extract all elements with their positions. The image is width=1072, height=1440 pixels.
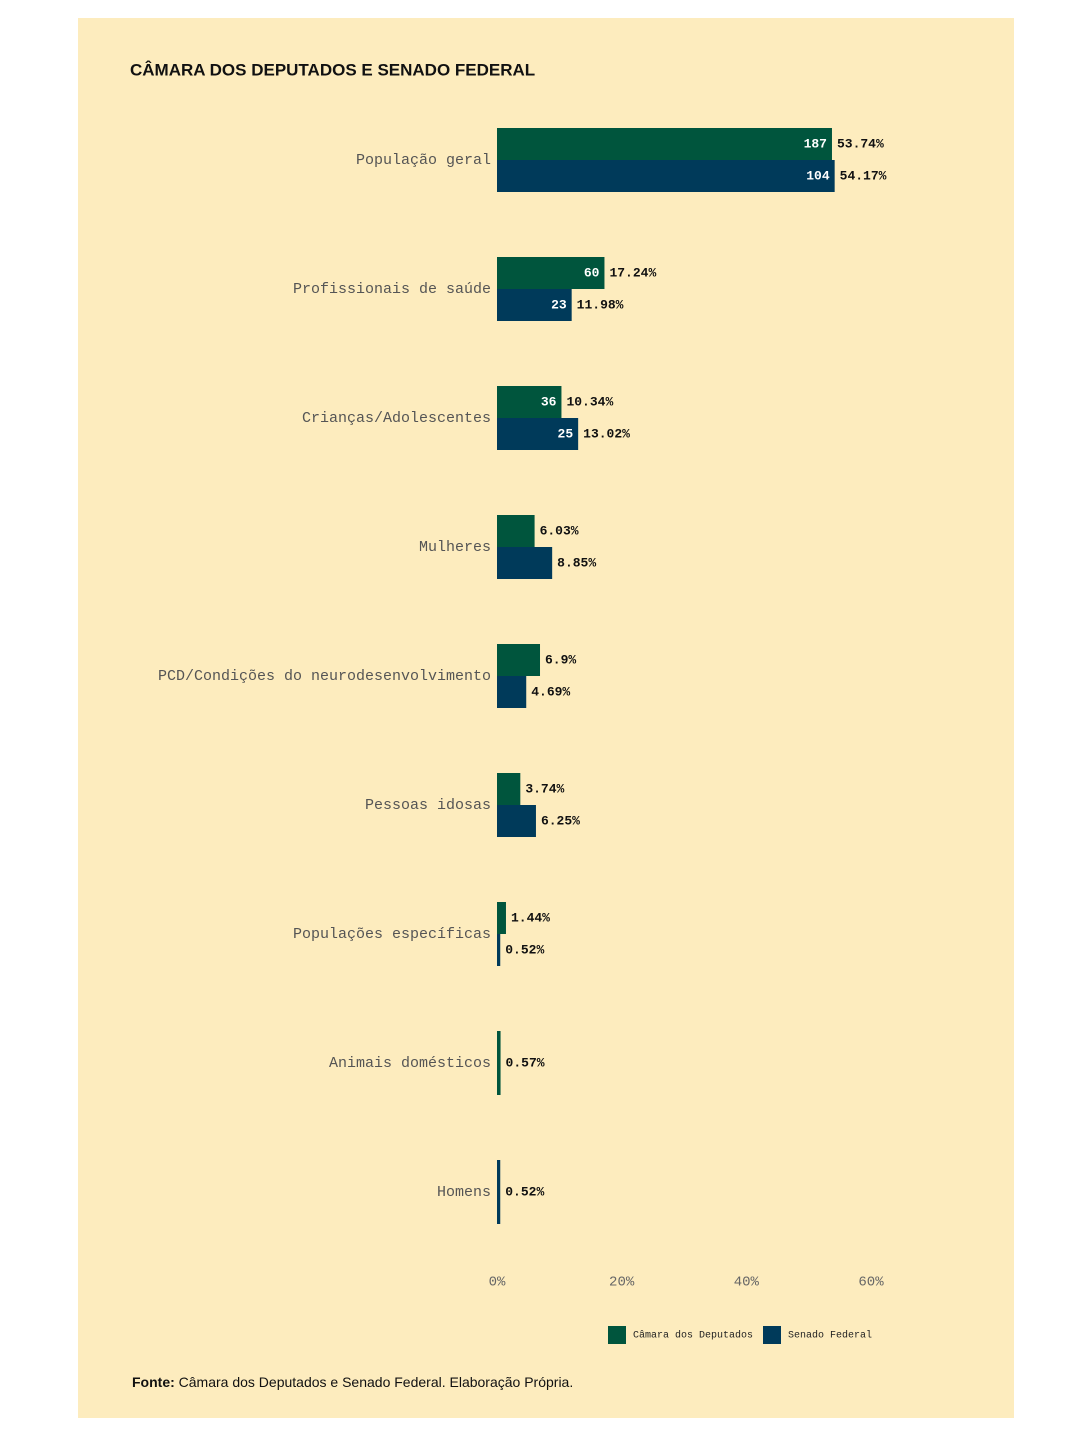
category-label: Homens xyxy=(437,1184,491,1201)
category-label: Populações específicas xyxy=(293,926,491,943)
value-label: 1.44% xyxy=(511,910,550,925)
bar xyxy=(497,805,536,837)
bar xyxy=(497,289,572,321)
bar xyxy=(497,1160,501,1224)
value-label: 10.34% xyxy=(566,394,613,409)
source-text: Câmara dos Deputados e Senado Federal. E… xyxy=(179,1374,574,1390)
bar xyxy=(497,1031,501,1095)
bar xyxy=(497,644,541,676)
x-tick-label: 0% xyxy=(489,1275,506,1291)
chart-title: CÂMARA DOS DEPUTADOS E SENADO FEDERAL xyxy=(130,60,535,79)
bar xyxy=(497,547,553,579)
bar xyxy=(497,160,835,192)
value-label: 0.52% xyxy=(505,1184,544,1199)
category-label: Mulheres xyxy=(419,539,491,556)
legend-swatch xyxy=(763,1326,781,1344)
value-label: 54.17% xyxy=(840,168,887,183)
bar xyxy=(497,934,501,966)
x-tick-label: 40% xyxy=(734,1275,760,1291)
value-label: 6.25% xyxy=(541,813,580,828)
value-label: 4.69% xyxy=(531,684,570,699)
source-label: Fonte: xyxy=(132,1374,175,1390)
x-tick-label: 60% xyxy=(858,1275,884,1291)
source: Fonte: Câmara dos Deputados e Senado Fed… xyxy=(132,1374,573,1390)
x-tick-label: 20% xyxy=(609,1275,635,1291)
count-label: 104 xyxy=(806,168,830,183)
count-label: 60 xyxy=(584,265,600,280)
value-label: 0.52% xyxy=(505,942,544,957)
category-label: Profissionais de saúde xyxy=(293,281,491,298)
category-label: Crianças/Adolescentes xyxy=(302,410,491,427)
value-label: 11.98% xyxy=(577,297,624,312)
count-label: 25 xyxy=(558,426,574,441)
bar xyxy=(497,418,579,450)
value-label: 0.57% xyxy=(506,1055,545,1070)
count-label: 187 xyxy=(804,136,827,151)
value-label: 6.03% xyxy=(540,523,579,538)
bar xyxy=(497,676,527,708)
category-label: População geral xyxy=(356,152,491,169)
legend-swatch xyxy=(608,1326,626,1344)
category-label: Pessoas idosas xyxy=(365,797,491,814)
bar xyxy=(497,128,832,160)
bar xyxy=(497,257,605,289)
value-label: 53.74% xyxy=(837,136,884,151)
value-label: 17.24% xyxy=(609,265,656,280)
value-label: 3.74% xyxy=(525,781,564,796)
value-label: 13.02% xyxy=(583,426,630,441)
bar xyxy=(497,773,521,805)
legend-label: Câmara dos Deputados xyxy=(633,1330,753,1342)
bar xyxy=(497,386,562,418)
category-label: PCD/Condições do neurodesenvolvimento xyxy=(158,668,491,685)
legend-label: Senado Federal xyxy=(788,1330,872,1342)
category-label: Animais domésticos xyxy=(329,1055,491,1072)
bar xyxy=(497,515,535,547)
value-label: 6.9% xyxy=(545,652,576,667)
count-label: 36 xyxy=(541,394,557,409)
value-label: 8.85% xyxy=(557,555,596,570)
panel xyxy=(78,18,1014,1418)
bar xyxy=(497,902,506,934)
count-label: 23 xyxy=(551,297,567,312)
